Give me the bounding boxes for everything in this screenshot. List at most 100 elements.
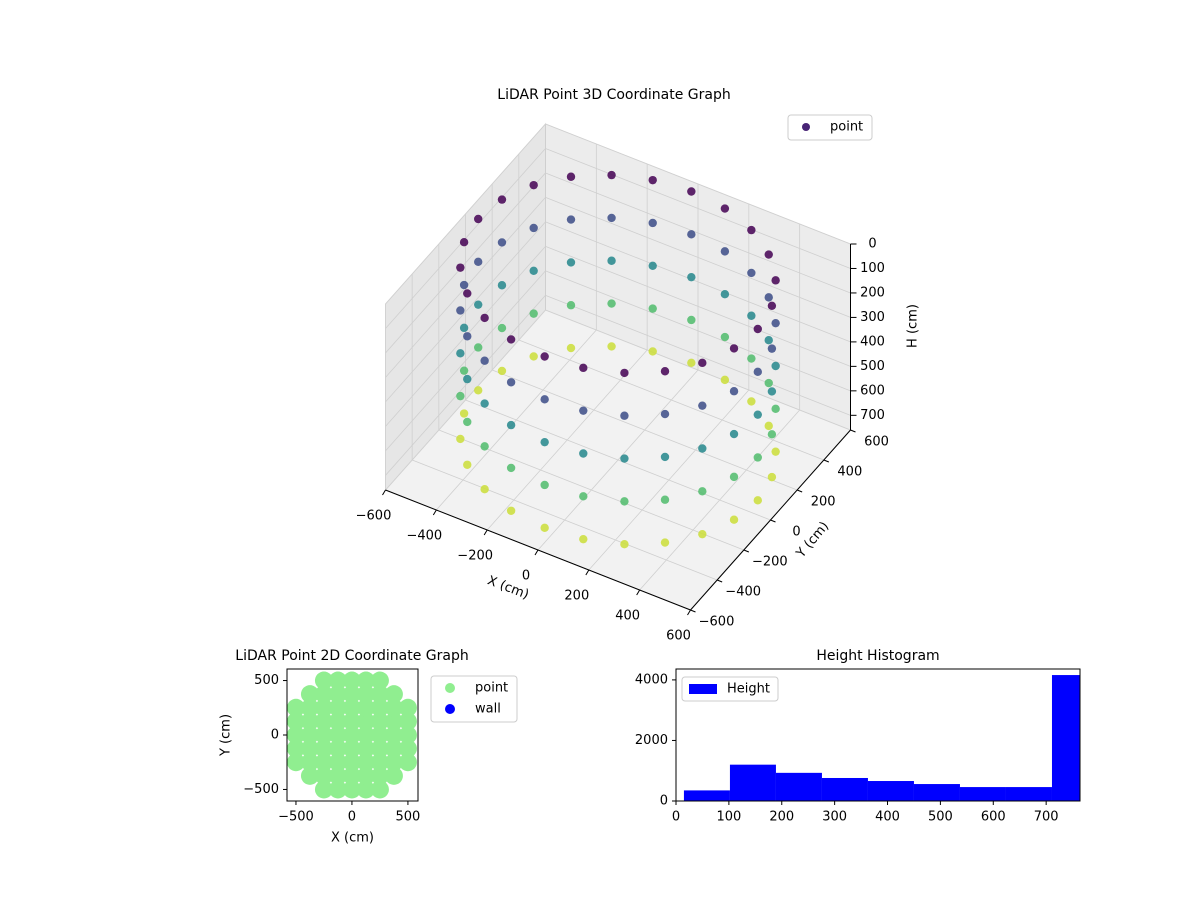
x-tick-label: 100 [716, 810, 741, 825]
point [398, 698, 417, 717]
point [459, 366, 469, 375]
point [474, 386, 483, 395]
point [356, 698, 375, 717]
point [529, 309, 538, 318]
point [314, 739, 333, 758]
point [456, 434, 465, 444]
point [566, 215, 576, 224]
point [698, 487, 707, 496]
x-tick-label: 200 [564, 589, 589, 604]
y-tick-label: −200 [752, 555, 788, 570]
bar [821, 777, 868, 801]
point [579, 534, 588, 544]
x-tick-label: 0 [348, 810, 356, 825]
point [356, 685, 375, 704]
grid-line [438, 429, 744, 551]
point [456, 306, 465, 315]
bar [1051, 675, 1080, 801]
grid-line [385, 295, 546, 476]
point [698, 358, 707, 368]
point [698, 401, 707, 410]
x-tick-label: 300 [822, 810, 847, 825]
point [356, 739, 375, 758]
point [342, 739, 361, 758]
legend-label: point [475, 681, 508, 696]
grid-line [465, 399, 771, 521]
point [764, 421, 773, 431]
point [720, 247, 730, 256]
point [300, 698, 319, 717]
point [660, 495, 670, 504]
point [342, 766, 361, 785]
point [356, 766, 375, 785]
x-axis-label: X (cm) [331, 831, 374, 846]
grid-line [545, 148, 851, 269]
point [370, 685, 389, 704]
point [314, 753, 333, 772]
point [660, 538, 670, 547]
point [579, 492, 588, 501]
point [753, 324, 762, 334]
point [370, 671, 389, 690]
point [566, 258, 576, 267]
y-tick-label: 600 [864, 435, 889, 450]
y-axis-label: Y (cm) [219, 714, 234, 757]
point [480, 442, 489, 451]
point [497, 238, 507, 247]
point [370, 712, 389, 731]
point [459, 238, 469, 247]
point [480, 356, 489, 365]
point [607, 342, 616, 351]
point [747, 311, 756, 320]
point [356, 712, 375, 731]
y-tick-label: 0 [792, 525, 800, 540]
point [506, 463, 516, 473]
point [767, 430, 777, 439]
y-tick-label: 0 [660, 794, 668, 809]
y-tick-label: −600 [699, 615, 735, 630]
chart-title: LiDAR Point 2D Coordinate Graph [235, 648, 468, 664]
point [314, 726, 333, 744]
point [771, 447, 780, 456]
point [328, 739, 347, 758]
point [328, 726, 347, 744]
bar [729, 764, 776, 801]
point [398, 726, 417, 744]
x-tick-label: 0 [522, 569, 530, 584]
point [300, 753, 319, 772]
x-tick-label: −600 [356, 509, 392, 524]
grid-line [412, 459, 718, 581]
point [687, 315, 696, 325]
x-tick-label: 600 [981, 810, 1006, 825]
point [384, 712, 403, 731]
point [474, 343, 483, 352]
x-tick [585, 569, 590, 576]
x-tick-label: 400 [615, 609, 640, 624]
point [474, 257, 483, 267]
point [342, 726, 361, 744]
point [529, 266, 538, 276]
legend-box [787, 114, 873, 141]
point [620, 368, 629, 378]
point [370, 698, 389, 717]
point [771, 318, 780, 328]
y-tick [743, 549, 750, 553]
point [300, 712, 319, 731]
x-tick-label: 500 [928, 810, 953, 825]
point [328, 712, 347, 731]
y-tick [690, 609, 696, 613]
chart-title: LiDAR Point 3D Coordinate Graph [497, 87, 730, 103]
plot-area [683, 675, 1080, 801]
grid-line [545, 309, 851, 431]
point [459, 409, 469, 418]
point [660, 367, 670, 376]
point [687, 272, 696, 282]
point [698, 444, 707, 453]
point [342, 698, 361, 717]
point [456, 263, 465, 272]
point [384, 739, 403, 758]
point [370, 753, 389, 772]
point [463, 289, 472, 298]
point [459, 323, 469, 333]
point [463, 460, 472, 469]
